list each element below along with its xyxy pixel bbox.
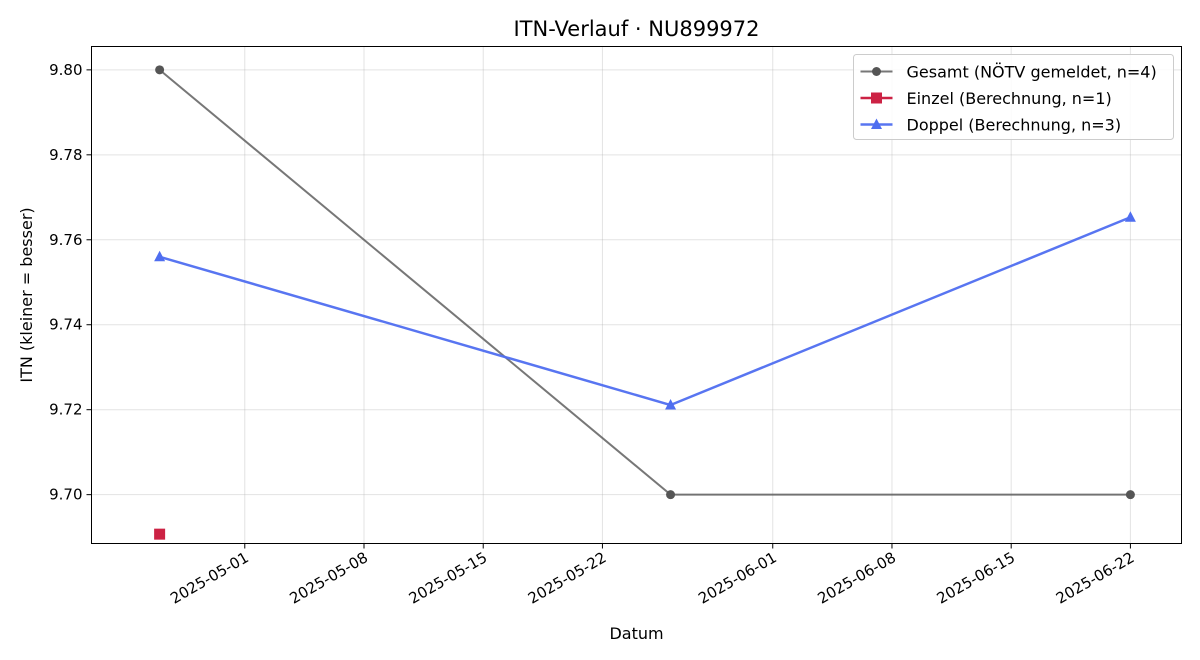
data-point [1124, 211, 1136, 222]
x-tick-label: 2025-05-01 [167, 548, 252, 607]
x-tick-label: 2025-06-01 [695, 548, 780, 607]
chart-title: ITN-Verlauf · NU899972 [513, 17, 759, 41]
legend-label: Einzel (Berechnung, n=1) [907, 89, 1112, 108]
legend-label: Doppel (Berechnung, n=3) [907, 116, 1122, 135]
x-axis-label: Datum [609, 624, 663, 643]
data-point [154, 250, 166, 262]
series-3 [154, 211, 1136, 410]
y-axis: 9.70 9.72 9.74 9.76 9.78 9.80 [49, 61, 92, 504]
x-tick-label: 2025-05-15 [406, 548, 491, 607]
data-point [155, 65, 165, 75]
x-axis: 2025-05-01 2025-05-08 2025-05-15 2025-05-22… [167, 543, 1138, 608]
series-layer [154, 65, 1136, 540]
data-point [666, 490, 676, 500]
data-point [154, 528, 166, 540]
x-tick-label: 2025-06-22 [1053, 548, 1138, 607]
y-tick-label: 9.78 [49, 146, 82, 164]
y-tick-label: 9.76 [49, 231, 82, 249]
x-tick-label: 2025-05-08 [286, 548, 371, 607]
legend-marker [872, 67, 881, 76]
y-axis-label: ITN (kleiner = besser) [17, 207, 36, 382]
legend: Gesamt (NÖTV gemeldet, n=4) Einzel (Berec… [853, 54, 1174, 140]
y-tick-label: 9.74 [49, 316, 82, 334]
series-2 [154, 528, 166, 540]
series-line [159, 216, 1131, 407]
data-point [665, 399, 677, 410]
legend-box [853, 54, 1174, 140]
legend-marker [871, 92, 882, 104]
plot-frame [91, 46, 1182, 544]
series-1 [155, 65, 1135, 500]
x-tick-label: 2025-06-15 [934, 548, 1019, 607]
y-tick-label: 9.72 [49, 401, 82, 419]
x-tick-label: 2025-06-08 [814, 548, 899, 607]
y-tick-label: 9.80 [49, 61, 82, 79]
data-point [1125, 490, 1135, 500]
legend-label: Gesamt (NÖTV gemeldet, n=4) [907, 63, 1157, 82]
x-tick-label: 2025-05-22 [525, 548, 610, 607]
legend-marker [871, 118, 882, 129]
y-tick-label: 9.70 [49, 486, 82, 504]
